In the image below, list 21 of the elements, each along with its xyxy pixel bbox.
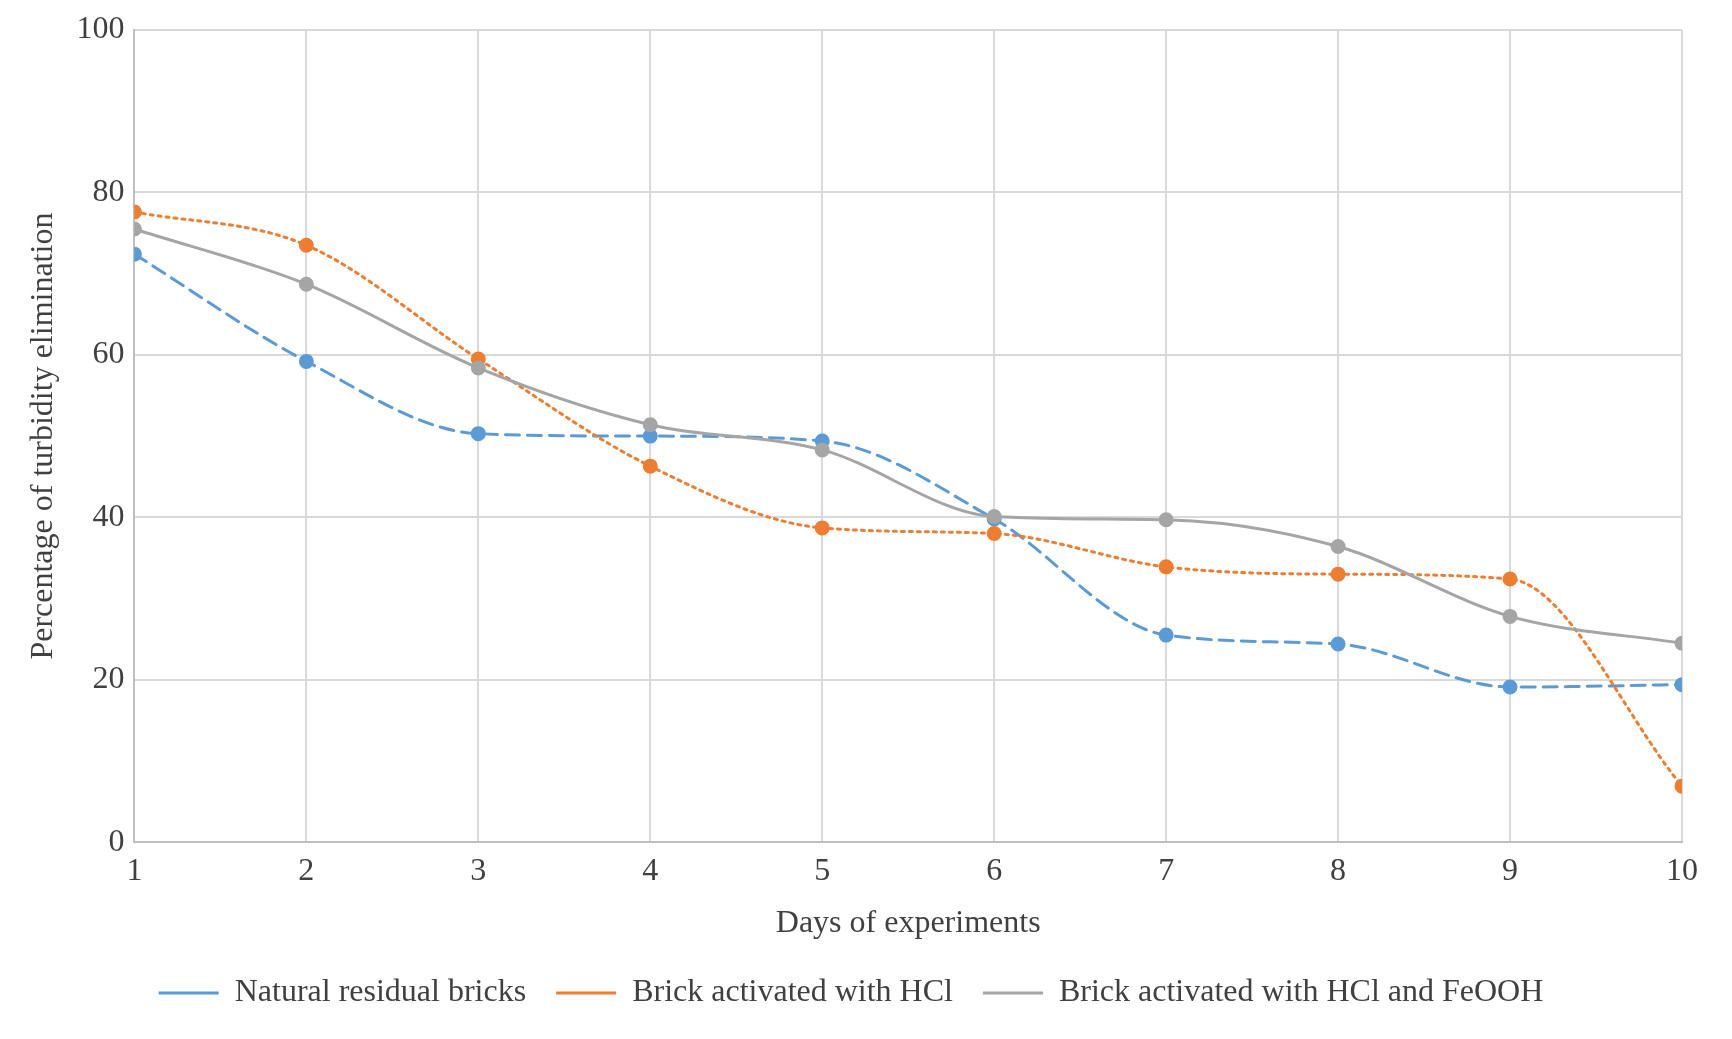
x-tick-label: 10 (1666, 850, 1698, 887)
y-tick-label: 60 (92, 334, 125, 371)
x-tick-label: 9 (1502, 850, 1519, 887)
x-tick-label: 7 (1158, 850, 1175, 887)
x-tick-label: 1 (126, 850, 143, 887)
y-tick-label: 20 (92, 659, 125, 696)
y-tick-label: 100 (76, 9, 125, 46)
x-tick-label: 4 (642, 850, 659, 887)
y-tick-label: 40 (92, 496, 125, 533)
legend-label: Brick activated with HCl and FeOOH (1058, 972, 1544, 1009)
legend-label: Natural residual bricks (234, 972, 527, 1009)
legend-label: Brick activated with HCl (632, 972, 954, 1009)
y-axis-title: Percentage of turbidity elimination (22, 212, 59, 660)
y-tick-label: 80 (92, 171, 125, 208)
x-tick-label: 5 (814, 850, 831, 887)
x-tick-label: 2 (298, 850, 315, 887)
x-tick-label: 6 (986, 850, 1003, 887)
x-axis-title: Days of experiments (775, 903, 1041, 940)
x-tick-label: 8 (1330, 850, 1347, 887)
x-tick-label: 3 (470, 850, 487, 887)
y-tick-label: 0 (108, 821, 125, 858)
